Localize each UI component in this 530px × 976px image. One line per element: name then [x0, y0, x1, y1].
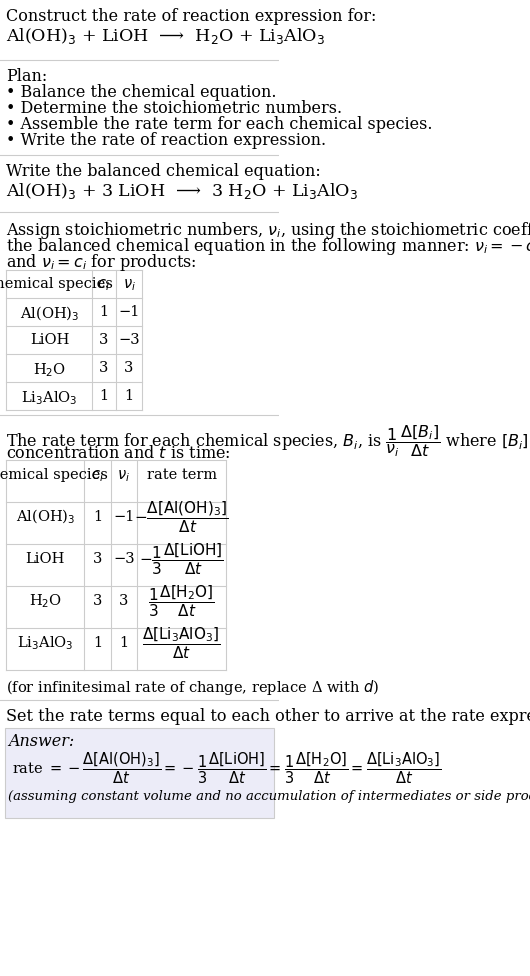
Text: • Determine the stoichiometric numbers.: • Determine the stoichiometric numbers.	[6, 100, 342, 117]
Text: (for infinitesimal rate of change, replace Δ with $d$): (for infinitesimal rate of change, repla…	[6, 678, 380, 697]
Text: Al(OH)$_3$ + LiOH  ⟶  H$_2$O + Li$_3$AlO$_3$: Al(OH)$_3$ + LiOH ⟶ H$_2$O + Li$_3$AlO$_…	[6, 26, 325, 46]
Text: 1: 1	[99, 389, 108, 403]
Text: 1: 1	[99, 305, 108, 319]
Text: $\nu_i$: $\nu_i$	[117, 468, 130, 484]
Text: • Write the rate of reaction expression.: • Write the rate of reaction expression.	[6, 132, 326, 149]
Text: concentration and $t$ is time:: concentration and $t$ is time:	[6, 445, 231, 462]
Text: Li$_3$AlO$_3$: Li$_3$AlO$_3$	[17, 634, 74, 652]
Text: 1: 1	[119, 636, 128, 650]
Text: $c_i$: $c_i$	[91, 468, 104, 484]
Text: 3: 3	[125, 361, 134, 375]
Text: chemical species: chemical species	[0, 277, 112, 291]
Text: 1: 1	[125, 389, 134, 403]
Text: H$_2$O: H$_2$O	[33, 361, 66, 379]
Text: −1: −1	[113, 510, 135, 524]
Text: LiOH: LiOH	[30, 333, 69, 347]
Text: $c_i$: $c_i$	[98, 277, 110, 293]
Text: Set the rate terms equal to each other to arrive at the rate expression:: Set the rate terms equal to each other t…	[6, 708, 530, 725]
Text: Al(OH)$_3$: Al(OH)$_3$	[16, 508, 75, 526]
Text: −3: −3	[118, 333, 140, 347]
Text: $\dfrac{1}{3}\dfrac{\Delta[\mathrm{H_2O}]}{\Delta t}$: $\dfrac{1}{3}\dfrac{\Delta[\mathrm{H_2O}…	[148, 583, 215, 619]
Text: 3: 3	[99, 333, 109, 347]
FancyBboxPatch shape	[5, 728, 274, 818]
Text: $-\dfrac{1}{3}\dfrac{\Delta[\mathrm{LiOH}]}{\Delta t}$: $-\dfrac{1}{3}\dfrac{\Delta[\mathrm{LiOH…	[139, 541, 224, 577]
Text: (assuming constant volume and no accumulation of intermediates or side products): (assuming constant volume and no accumul…	[8, 790, 530, 803]
Text: H$_2$O: H$_2$O	[29, 592, 62, 610]
Text: $\nu_i$: $\nu_i$	[122, 277, 136, 293]
Text: 1: 1	[93, 510, 102, 524]
Text: $\dfrac{\Delta[\mathrm{Li_3AlO_3}]}{\Delta t}$: $\dfrac{\Delta[\mathrm{Li_3AlO_3}]}{\Del…	[143, 625, 221, 661]
Text: Li$_3$AlO$_3$: Li$_3$AlO$_3$	[21, 389, 78, 407]
Text: the balanced chemical equation in the following manner: $\nu_i = -c_i$ for react: the balanced chemical equation in the fo…	[6, 236, 530, 257]
Text: Write the balanced chemical equation:: Write the balanced chemical equation:	[6, 163, 321, 180]
Text: rate term: rate term	[147, 468, 217, 482]
Text: 3: 3	[119, 594, 128, 608]
Text: −1: −1	[118, 305, 140, 319]
Text: 3: 3	[93, 594, 102, 608]
Text: Answer:: Answer:	[8, 733, 75, 750]
Text: 1: 1	[93, 636, 102, 650]
Text: chemical species: chemical species	[0, 468, 108, 482]
Text: −3: −3	[113, 552, 135, 566]
Text: Plan:: Plan:	[6, 68, 48, 85]
Text: 3: 3	[93, 552, 102, 566]
Text: Construct the rate of reaction expression for:: Construct the rate of reaction expressio…	[6, 8, 377, 25]
Text: • Assemble the rate term for each chemical species.: • Assemble the rate term for each chemic…	[6, 116, 433, 133]
Text: Al(OH)$_3$ + 3 LiOH  ⟶  3 H$_2$O + Li$_3$AlO$_3$: Al(OH)$_3$ + 3 LiOH ⟶ 3 H$_2$O + Li$_3$A…	[6, 181, 358, 201]
Text: $-\dfrac{\Delta[\mathrm{Al(OH)_3}]}{\Delta t}$: $-\dfrac{\Delta[\mathrm{Al(OH)_3}]}{\Del…	[135, 499, 229, 535]
Text: The rate term for each chemical species, $B_i$, is $\dfrac{1}{\nu_i}\dfrac{\Delt: The rate term for each chemical species,…	[6, 423, 530, 459]
Text: and $\nu_i = c_i$ for products:: and $\nu_i = c_i$ for products:	[6, 252, 197, 273]
Text: rate $= -\dfrac{\Delta[\mathrm{Al(OH)_3}]}{\Delta t} = -\dfrac{1}{3}\dfrac{\Delt: rate $= -\dfrac{\Delta[\mathrm{Al(OH)_3}…	[12, 750, 441, 786]
Text: 3: 3	[99, 361, 109, 375]
Text: LiOH: LiOH	[25, 552, 65, 566]
Text: • Balance the chemical equation.: • Balance the chemical equation.	[6, 84, 277, 101]
Text: Assign stoichiometric numbers, $\nu_i$, using the stoichiometric coefficients, $: Assign stoichiometric numbers, $\nu_i$, …	[6, 220, 530, 241]
Text: Al(OH)$_3$: Al(OH)$_3$	[20, 305, 79, 323]
